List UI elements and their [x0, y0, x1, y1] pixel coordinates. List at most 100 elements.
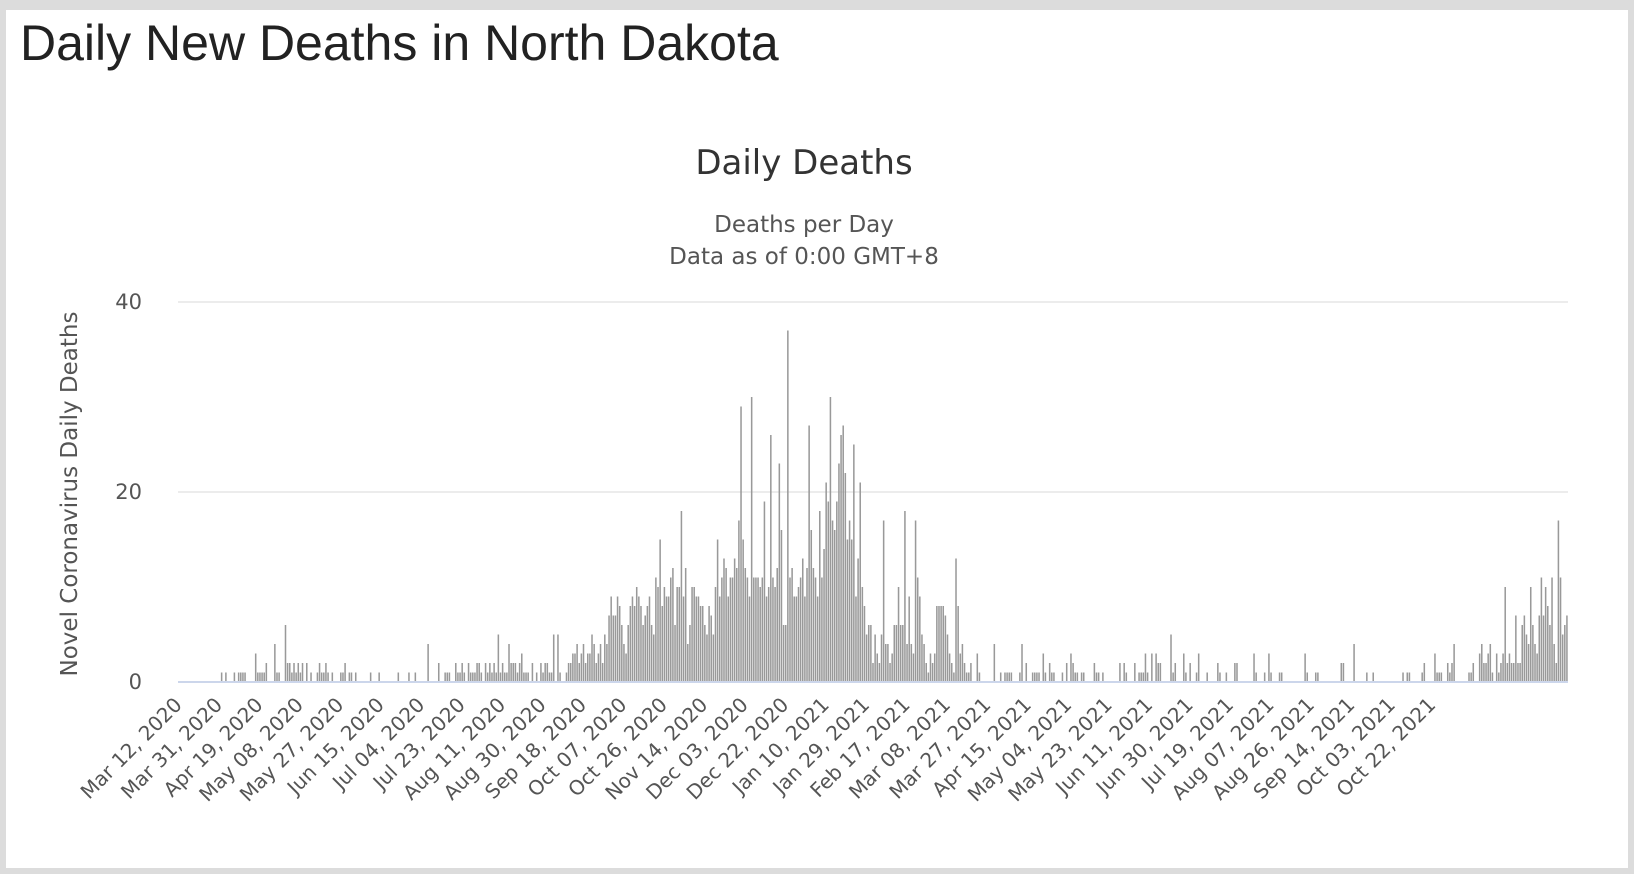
bar[interactable] — [723, 558, 725, 683]
bar[interactable] — [1144, 653, 1147, 683]
bar[interactable] — [1451, 663, 1453, 682]
bar[interactable] — [965, 672, 968, 683]
bar[interactable] — [733, 558, 736, 683]
bar[interactable] — [291, 672, 293, 683]
bar[interactable] — [295, 672, 297, 683]
bar[interactable] — [755, 577, 757, 683]
bar[interactable] — [557, 634, 559, 683]
bar[interactable] — [1559, 577, 1562, 683]
bar[interactable] — [259, 672, 261, 683]
bar[interactable] — [629, 606, 632, 682]
bar[interactable] — [378, 672, 380, 683]
bar[interactable] — [955, 558, 957, 683]
bar[interactable] — [1470, 672, 1472, 683]
bar[interactable] — [1547, 606, 1549, 682]
bar[interactable] — [916, 577, 919, 683]
bar[interactable] — [474, 672, 476, 683]
bar[interactable] — [853, 444, 855, 683]
bar[interactable] — [959, 653, 962, 683]
bar[interactable] — [1485, 663, 1487, 682]
bar[interactable] — [1538, 615, 1541, 683]
bar[interactable] — [516, 672, 519, 683]
bar[interactable] — [408, 672, 410, 683]
bar[interactable] — [944, 615, 947, 683]
bar[interactable] — [725, 568, 727, 682]
bar[interactable] — [299, 672, 302, 683]
bar[interactable] — [1342, 663, 1345, 682]
bar[interactable] — [889, 663, 891, 682]
bar[interactable] — [580, 653, 583, 683]
bar[interactable] — [546, 663, 549, 682]
bar[interactable] — [782, 625, 785, 682]
bar[interactable] — [1440, 672, 1443, 683]
bar[interactable] — [1010, 672, 1013, 683]
bar[interactable] — [1006, 672, 1008, 683]
bar[interactable] — [1140, 672, 1142, 683]
bar[interactable] — [397, 672, 400, 683]
bar[interactable] — [910, 644, 913, 682]
bar[interactable] — [318, 663, 321, 682]
bar[interactable] — [787, 330, 789, 683]
bar[interactable] — [1138, 672, 1140, 683]
bar[interactable] — [744, 568, 747, 682]
bar[interactable] — [1021, 644, 1023, 682]
bar[interactable] — [521, 653, 523, 683]
bar[interactable] — [759, 587, 761, 682]
bar[interactable] — [225, 672, 227, 683]
bar[interactable] — [761, 577, 764, 683]
bar[interactable] — [1278, 672, 1281, 683]
bar[interactable] — [670, 577, 672, 683]
bar[interactable] — [1008, 672, 1010, 683]
bar[interactable] — [491, 672, 493, 683]
bar[interactable] — [354, 672, 357, 683]
bar[interactable] — [957, 606, 959, 682]
bar[interactable] — [895, 625, 898, 682]
bar[interactable] — [931, 663, 934, 682]
bar[interactable] — [840, 435, 842, 682]
bar[interactable] — [1185, 672, 1187, 683]
bar[interactable] — [714, 587, 717, 682]
bar[interactable] — [978, 672, 981, 683]
bar[interactable] — [297, 663, 300, 682]
bar[interactable] — [1019, 672, 1021, 683]
bar[interactable] — [1500, 663, 1502, 682]
bar[interactable] — [1170, 634, 1172, 683]
bar[interactable] — [240, 672, 242, 683]
bar[interactable] — [310, 672, 312, 683]
bar[interactable] — [1061, 672, 1064, 683]
bar[interactable] — [1044, 672, 1047, 683]
bar[interactable] — [942, 606, 945, 682]
bar[interactable] — [1134, 663, 1136, 682]
bar[interactable] — [578, 663, 581, 682]
bar[interactable] — [976, 653, 979, 683]
bar[interactable] — [348, 672, 351, 683]
bar[interactable] — [855, 596, 857, 683]
bar[interactable] — [778, 463, 781, 683]
bar[interactable] — [261, 672, 263, 683]
bar[interactable] — [288, 663, 291, 682]
bar[interactable] — [591, 634, 593, 683]
bar[interactable] — [459, 672, 461, 683]
bar[interactable] — [825, 482, 827, 683]
bar[interactable] — [461, 663, 463, 682]
bar[interactable] — [480, 672, 483, 683]
bar[interactable] — [774, 587, 776, 682]
bar[interactable] — [1095, 672, 1098, 683]
bar[interactable] — [1529, 587, 1532, 682]
bar[interactable] — [499, 672, 502, 683]
bar[interactable] — [1540, 577, 1543, 683]
bar[interactable] — [1038, 672, 1040, 683]
bar[interactable] — [469, 672, 472, 683]
bar[interactable] — [697, 596, 700, 683]
bar[interactable] — [742, 539, 744, 683]
bar[interactable] — [244, 672, 246, 683]
bar[interactable] — [612, 615, 615, 683]
bar[interactable] — [569, 663, 572, 682]
bar[interactable] — [616, 596, 619, 683]
bar[interactable] — [876, 653, 879, 683]
bar[interactable] — [542, 672, 544, 683]
bar[interactable] — [1280, 672, 1283, 683]
bar[interactable] — [927, 672, 930, 683]
bar[interactable] — [704, 625, 706, 682]
bar[interactable] — [808, 425, 810, 683]
